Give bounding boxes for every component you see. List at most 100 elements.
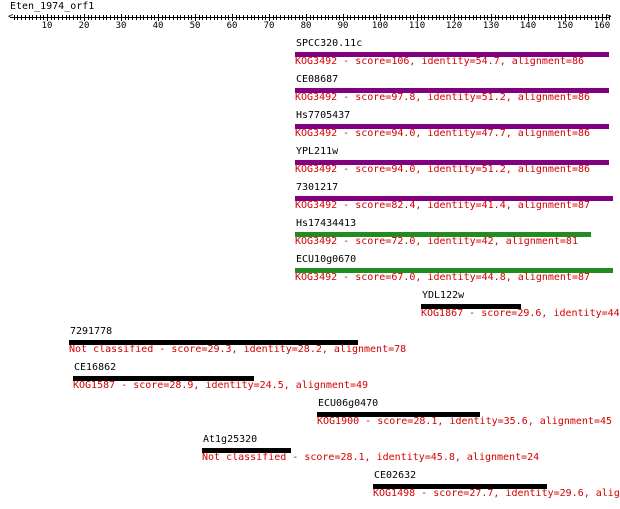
hit-name[interactable]: Hs7705437: [296, 110, 351, 121]
hit-name[interactable]: 7291778: [70, 326, 113, 337]
hit-stats: KOG3492 - score=97.8, identity=51.2, ali…: [295, 92, 591, 103]
ruler-minor-tick: [391, 15, 392, 20]
ruler-minor-tick: [140, 15, 141, 20]
ruler-minor-tick: [202, 15, 203, 20]
ruler-minor-tick: [336, 15, 337, 20]
ruler-tick-label: 50: [189, 21, 201, 31]
ruler-major-tick: [565, 14, 566, 21]
ruler-minor-tick: [228, 15, 229, 20]
ruler-minor-tick: [32, 15, 33, 20]
hit-name[interactable]: CE16862: [74, 362, 117, 373]
hit-alignment-bar[interactable]: [295, 160, 609, 165]
ruler-minor-tick: [432, 15, 433, 20]
ruler-minor-tick: [151, 15, 152, 20]
hit-alignment-bar[interactable]: [295, 268, 613, 273]
ruler-minor-tick: [243, 15, 244, 20]
ruler-minor-tick: [17, 15, 18, 20]
hit-alignment-bar[interactable]: [295, 232, 591, 237]
ruler-minor-tick: [99, 15, 100, 20]
ruler-tick-label: 140: [519, 21, 537, 31]
ruler-minor-tick: [535, 15, 536, 20]
ruler-minor-tick: [428, 15, 429, 20]
ruler-minor-tick: [225, 15, 226, 20]
ruler-tick-label: 60: [226, 21, 238, 31]
ruler-major-tick: [306, 14, 307, 21]
ruler-minor-tick: [321, 15, 322, 20]
ruler-major-tick: [454, 14, 455, 21]
ruler-minor-tick: [347, 15, 348, 20]
hit-name[interactable]: ECU10g0670: [296, 254, 357, 265]
ruler-major-tick: [84, 14, 85, 21]
ruler-minor-tick: [461, 15, 462, 20]
ruler-minor-tick: [80, 15, 81, 20]
ruler-tick-label: 130: [482, 21, 500, 31]
ruler-major-tick: [269, 14, 270, 21]
hit-name[interactable]: Hs17434413: [296, 218, 357, 229]
hit-stats: KOG3492 - score=94.0, identity=51.2, ali…: [295, 164, 591, 175]
ruler-tick-label: 160: [593, 21, 611, 31]
ruler-minor-tick: [206, 15, 207, 20]
hit-alignment-bar[interactable]: [295, 124, 609, 129]
ruler-minor-tick: [62, 15, 63, 20]
hit-alignment-bar[interactable]: [295, 52, 609, 57]
ruler-minor-tick: [106, 15, 107, 20]
ruler-major-tick: [47, 14, 48, 21]
ruler-minor-tick: [554, 15, 555, 20]
ruler-minor-tick: [469, 15, 470, 20]
hit-alignment-bar[interactable]: [202, 448, 291, 453]
hit-name[interactable]: ECU06g0470: [318, 398, 379, 409]
ruler-minor-tick: [36, 15, 37, 20]
ruler-minor-tick: [132, 15, 133, 20]
ruler-minor-tick: [288, 15, 289, 20]
ruler-minor-tick: [325, 15, 326, 20]
hit-alignment-bar[interactable]: [373, 484, 547, 489]
ruler-minor-tick: [173, 15, 174, 20]
ruler-major-tick: [195, 14, 196, 21]
ruler-minor-tick: [54, 15, 55, 20]
ruler-minor-tick: [517, 15, 518, 20]
ruler-minor-tick: [576, 15, 577, 20]
hit-name[interactable]: 7301217: [296, 182, 339, 193]
ruler-minor-tick: [384, 15, 385, 20]
hit-name[interactable]: At1g25320: [203, 434, 258, 445]
hit-stats: KOG1900 - score=28.1, identity=35.6, ali…: [317, 416, 613, 427]
hit-stats: KOG1498 - score=27.7, identity=29.6, ali…: [373, 488, 620, 499]
ruler-minor-tick: [369, 15, 370, 20]
hit-alignment-bar[interactable]: [317, 412, 480, 417]
ruler-minor-tick: [521, 15, 522, 20]
ruler-minor-tick: [125, 15, 126, 20]
ruler-major-tick: [343, 14, 344, 21]
hit-alignment-bar[interactable]: [73, 376, 254, 381]
ruler-minor-tick: [402, 15, 403, 20]
hit-stats: KOG3492 - score=67.0, identity=44.8, ali…: [295, 272, 591, 283]
ruler-minor-tick: [295, 15, 296, 20]
ruler-minor-tick: [210, 15, 211, 20]
ruler-minor-tick: [73, 15, 74, 20]
hit-alignment-bar[interactable]: [421, 304, 521, 309]
hit-name[interactable]: CE08687: [296, 74, 339, 85]
hit-name[interactable]: YPL211w: [296, 146, 339, 157]
ruler-minor-tick: [598, 15, 599, 20]
ruler-minor-tick: [439, 15, 440, 20]
ruler-minor-tick: [284, 15, 285, 20]
ruler-minor-tick: [513, 15, 514, 20]
ruler-minor-tick: [191, 15, 192, 20]
hit-name[interactable]: CE02632: [374, 470, 417, 481]
hit-alignment-bar[interactable]: [295, 196, 613, 201]
hit-name[interactable]: SPCC320.11c: [296, 38, 363, 49]
hit-name[interactable]: YDL122w: [422, 290, 465, 301]
ruler-minor-tick: [236, 15, 237, 20]
ruler-minor-tick: [25, 15, 26, 20]
ruler-major-tick: [232, 14, 233, 21]
ruler-minor-tick: [587, 15, 588, 20]
hit-alignment-bar[interactable]: [295, 88, 609, 93]
hit-alignment-bar[interactable]: [69, 340, 358, 345]
ruler-minor-tick: [154, 15, 155, 20]
ruler-minor-tick: [543, 15, 544, 20]
ruler-minor-tick: [524, 15, 525, 20]
hit-stats: KOG1587 - score=28.9, identity=24.5, ali…: [73, 380, 369, 391]
ruler-minor-tick: [339, 15, 340, 20]
ruler-minor-tick: [424, 15, 425, 20]
ruler-major-tick: [121, 14, 122, 21]
